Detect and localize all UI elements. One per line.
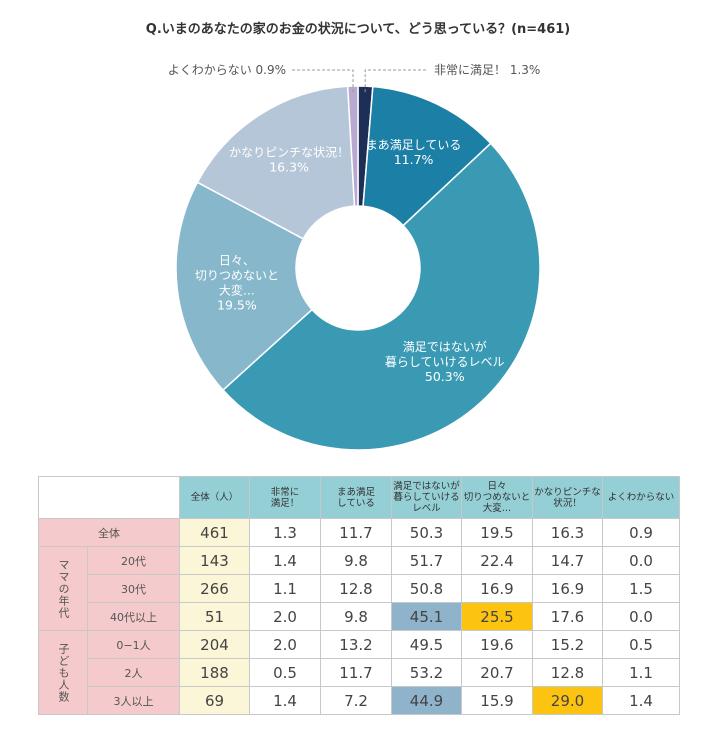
table-row: 子ども人数 0−1人 204 2.0 13.2 49.5 19.6 15.2 0.5 xyxy=(38,630,680,715)
chart-title: Q.いまのあなたの家のお金の状況について、どう思っている？(n=461) xyxy=(145,22,571,37)
total-count-cell: 461 xyxy=(179,518,250,547)
slice-label: 非常に満足！ 1.3% xyxy=(434,63,540,77)
value-cell: 15.9 xyxy=(461,686,533,715)
group-label: ママの年代 xyxy=(38,546,88,631)
value-cell: 19.5 xyxy=(461,518,533,547)
leader-line xyxy=(292,69,354,93)
total-count-cell: 266 xyxy=(179,574,250,603)
value-cell: 1.4 xyxy=(249,686,321,715)
slice-label: かなりピンチな状況！ 16.3% xyxy=(229,145,349,175)
value-cell: 1.4 xyxy=(249,546,321,575)
crosstab-table: 全体（人） 非常に 満足！ まあ満足 している 満足ではないが 暮らしていける レベル … xyxy=(38,476,680,715)
row-label: 3人以上 xyxy=(87,686,180,715)
value-cell: 12.8 xyxy=(532,658,603,687)
value-cell: 17.6 xyxy=(532,602,603,631)
value-cell: 1.3 xyxy=(249,518,321,547)
value-cell: 20.7 xyxy=(461,658,533,687)
value-cell: 50.3 xyxy=(391,518,462,547)
donut-slice xyxy=(221,142,541,451)
value-cell: 15.2 xyxy=(532,630,603,659)
value-cell: 44.9 xyxy=(391,686,462,715)
slice-labels: まあ満足している 11.7% 満足ではないが暮らしていけるレベル 50.3% 日々、切り… xyxy=(168,63,541,384)
col-header: よくわからない xyxy=(602,476,680,519)
col-header: かなりピンチな 状況！ xyxy=(532,476,603,519)
value-cell: 16.9 xyxy=(461,574,533,603)
value-cell: 0.5 xyxy=(249,658,321,687)
col-header: 全体（人） xyxy=(179,476,250,519)
value-cell: 13.2 xyxy=(320,630,392,659)
row-label: 全体 xyxy=(38,518,180,547)
total-count-cell: 69 xyxy=(179,686,250,715)
row-label: 0−1人 xyxy=(87,630,180,659)
donut-slice xyxy=(346,85,359,207)
value-cell: 22.4 xyxy=(461,546,533,575)
value-cell: 1.4 xyxy=(602,686,680,715)
value-cell: 16.3 xyxy=(532,518,603,547)
table-corner xyxy=(38,476,180,519)
value-cell: 12.8 xyxy=(320,574,392,603)
value-cell: 9.8 xyxy=(320,546,392,575)
value-cell: 51.7 xyxy=(391,546,462,575)
value-cell: 1.5 xyxy=(602,574,680,603)
value-cell: 29.0 xyxy=(532,686,603,715)
value-cell: 45.1 xyxy=(391,602,462,631)
value-cell: 16.9 xyxy=(532,574,603,603)
table-row: ママの年代 20代 143 1.4 9.8 51.7 22.4 14.7 0.0 xyxy=(38,546,680,631)
total-count-cell: 51 xyxy=(179,602,250,631)
donut-slices xyxy=(175,85,541,451)
total-count-cell: 204 xyxy=(179,630,250,659)
leader-line xyxy=(364,69,428,93)
value-cell: 7.2 xyxy=(320,686,392,715)
col-header: まあ満足 している xyxy=(320,476,392,519)
table-row: 全体 461 1.3 11.7 50.3 19.5 16.3 0.9 xyxy=(38,518,680,547)
table-row: 30代 266 1.1 12.8 50.8 16.9 16.9 1.5 xyxy=(39,574,680,603)
table-header-row: 全体（人） 非常に 満足！ まあ満足 している 満足ではないが 暮らしていける レベル … xyxy=(38,476,680,519)
leader-lines xyxy=(292,69,428,93)
value-cell: 25.5 xyxy=(461,602,533,631)
value-cell: 0.5 xyxy=(602,630,680,659)
table-row: 3人以上 69 1.4 7.2 44.9 15.9 29.0 1.4 xyxy=(39,686,680,715)
value-cell: 11.7 xyxy=(320,658,392,687)
value-cell: 53.2 xyxy=(391,658,462,687)
table-row: 2人 188 0.5 11.7 53.2 20.7 12.8 1.1 xyxy=(39,658,680,687)
value-cell: 9.8 xyxy=(320,602,392,631)
value-cell: 14.7 xyxy=(532,546,603,575)
table-row: 40代以上 51 2.0 9.8 45.1 25.5 17.6 0.0 xyxy=(39,602,680,631)
donut-slice xyxy=(362,85,492,227)
total-count-cell: 188 xyxy=(179,658,250,687)
value-cell: 50.8 xyxy=(391,574,462,603)
total-count-cell: 143 xyxy=(179,546,250,575)
donut-slice xyxy=(175,181,314,392)
donut-slice xyxy=(196,85,356,240)
value-cell: 0.0 xyxy=(602,546,680,575)
donut-chart: まあ満足している 11.7% 満足ではないが暮らしていけるレベル 50.3% 日々、切り… xyxy=(168,63,541,451)
row-label: 30代 xyxy=(87,574,180,603)
value-cell: 1.1 xyxy=(249,574,321,603)
value-cell: 2.0 xyxy=(249,630,321,659)
slice-label: よくわからない 0.9% xyxy=(168,63,286,77)
slice-label: 日々、切りつめないと大変… 19.5% xyxy=(195,253,279,312)
row-label: 40代以上 xyxy=(87,602,180,631)
slice-label: 満足ではないが暮らしていけるレベル 50.3% xyxy=(385,339,505,384)
col-header: 日々 切りつめないと 大変… xyxy=(461,476,533,519)
row-label: 2人 xyxy=(87,658,180,687)
value-cell: 0.0 xyxy=(602,602,680,631)
slice-label: まあ満足している 11.7% xyxy=(366,138,462,167)
value-cell: 2.0 xyxy=(249,602,321,631)
row-label: 20代 xyxy=(87,546,180,575)
value-cell: 11.7 xyxy=(320,518,392,547)
col-header: 非常に 満足！ xyxy=(249,476,321,519)
value-cell: 0.9 xyxy=(602,518,680,547)
value-cell: 49.5 xyxy=(391,630,462,659)
group-label: 子ども人数 xyxy=(38,630,88,715)
value-cell: 19.6 xyxy=(461,630,533,659)
value-cell: 1.1 xyxy=(602,658,680,687)
col-header: 満足ではないが 暮らしていける レベル xyxy=(391,476,462,519)
